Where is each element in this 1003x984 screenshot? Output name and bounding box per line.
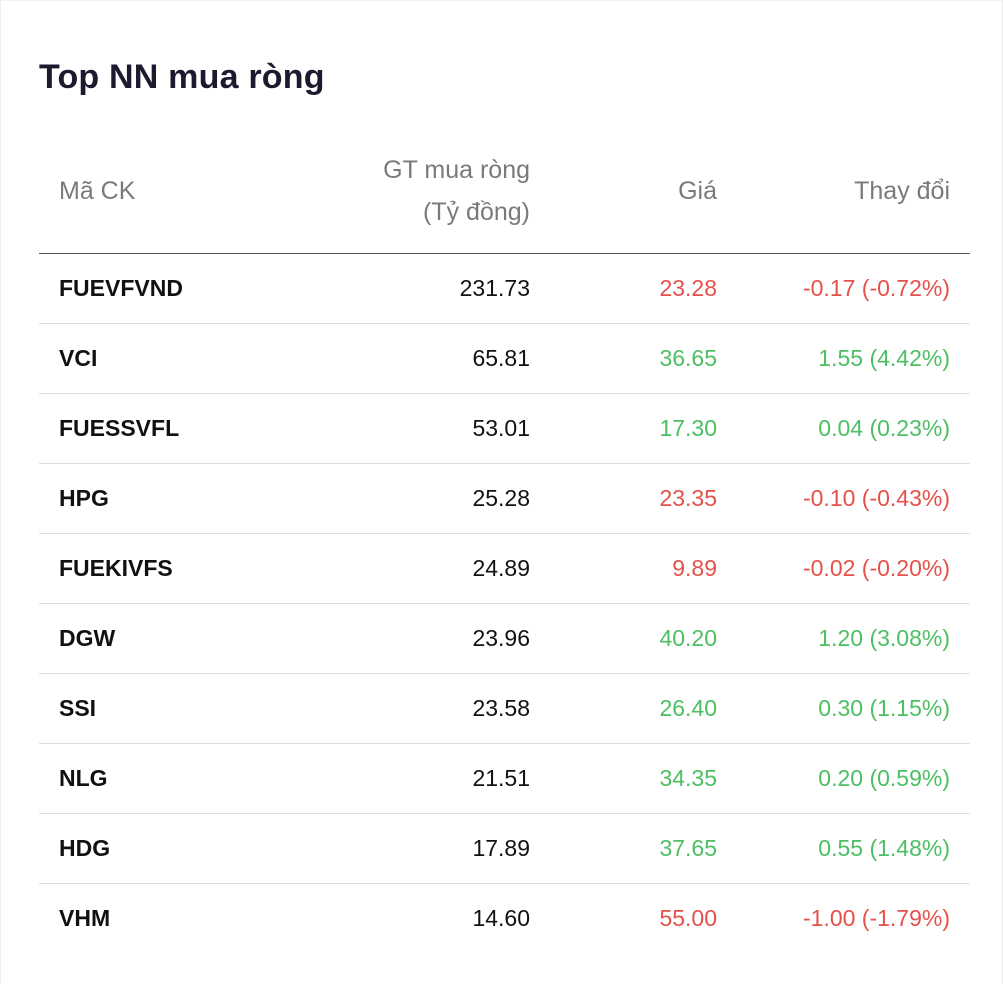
column-header-net-value-line1: GT mua ròng bbox=[383, 156, 530, 184]
table-body: FUEVFVND 231.73 23.28 -0.17 (-0.72%) VCI… bbox=[39, 254, 970, 954]
symbol-link[interactable]: HPG bbox=[59, 485, 109, 511]
table-row[interactable]: SSI 23.58 26.40 0.30 (1.15%) bbox=[39, 674, 970, 744]
symbol-link[interactable]: FUESSVFL bbox=[59, 415, 180, 441]
table-row[interactable]: FUEVFVND 231.73 23.28 -0.17 (-0.72%) bbox=[39, 254, 970, 324]
price-cell: 23.28 bbox=[659, 275, 717, 301]
table-row[interactable]: HDG 17.89 37.65 0.55 (1.48%) bbox=[39, 814, 970, 884]
net-value-cell: 21.51 bbox=[472, 765, 530, 791]
change-cell: 1.20 (3.08%) bbox=[818, 625, 950, 651]
net-value-cell: 53.01 bbox=[472, 415, 530, 441]
symbol-link[interactable]: FUEKIVFS bbox=[59, 555, 173, 581]
table-row[interactable]: DGW 23.96 40.20 1.20 (3.08%) bbox=[39, 604, 970, 674]
price-cell: 40.20 bbox=[659, 625, 717, 651]
price-cell: 17.30 bbox=[659, 415, 717, 441]
net-buy-table: Mã CK GT mua ròng (Tỷ đồng) Giá Thay đổi… bbox=[39, 141, 970, 954]
card-title: Top NN mua ròng bbox=[39, 58, 325, 96]
symbol-link[interactable]: NLG bbox=[59, 765, 108, 791]
net-value-cell: 231.73 bbox=[459, 275, 530, 301]
column-header-net-value: GT mua ròng (Tỷ đồng) bbox=[270, 149, 530, 233]
symbol-link[interactable]: VCI bbox=[59, 345, 98, 371]
table-row[interactable]: VCI 65.81 36.65 1.55 (4.42%) bbox=[39, 324, 970, 394]
change-cell: 0.55 (1.48%) bbox=[818, 835, 950, 861]
table-row[interactable]: FUEKIVFS 24.89 9.89 -0.02 (-0.20%) bbox=[39, 534, 970, 604]
table-row[interactable]: VHM 14.60 55.00 -1.00 (-1.79%) bbox=[39, 884, 970, 954]
column-header-change: Thay đổi bbox=[854, 177, 950, 205]
price-cell: 23.35 bbox=[659, 485, 717, 511]
change-cell: -0.10 (-0.43%) bbox=[802, 485, 950, 511]
symbol-link[interactable]: DGW bbox=[59, 625, 116, 651]
change-cell: -0.02 (-0.20%) bbox=[802, 555, 950, 581]
change-cell: -0.17 (-0.72%) bbox=[802, 275, 950, 301]
table-row[interactable]: HPG 25.28 23.35 -0.10 (-0.43%) bbox=[39, 464, 970, 534]
table-row[interactable]: NLG 21.51 34.35 0.20 (0.59%) bbox=[39, 744, 970, 814]
symbol-link[interactable]: SSI bbox=[59, 695, 97, 721]
change-cell: 1.55 (4.42%) bbox=[818, 345, 950, 371]
net-value-cell: 23.96 bbox=[472, 625, 530, 651]
table-header: Mã CK GT mua ròng (Tỷ đồng) Giá Thay đổi bbox=[39, 141, 970, 254]
price-cell: 26.40 bbox=[659, 695, 717, 721]
change-cell: 0.20 (0.59%) bbox=[818, 765, 950, 791]
column-header-symbol: Mã CK bbox=[59, 177, 136, 205]
price-cell: 9.89 bbox=[672, 555, 717, 581]
net-value-cell: 17.89 bbox=[472, 835, 530, 861]
price-cell: 36.65 bbox=[659, 345, 717, 371]
symbol-link[interactable]: VHM bbox=[59, 905, 111, 931]
column-header-price: Giá bbox=[678, 177, 717, 205]
change-cell: -1.00 (-1.79%) bbox=[802, 905, 950, 931]
change-cell: 0.04 (0.23%) bbox=[818, 415, 950, 441]
net-value-cell: 65.81 bbox=[472, 345, 530, 371]
net-value-cell: 24.89 bbox=[472, 555, 530, 581]
net-value-cell: 23.58 bbox=[472, 695, 530, 721]
price-cell: 55.00 bbox=[659, 905, 717, 931]
price-cell: 34.35 bbox=[659, 765, 717, 791]
symbol-link[interactable]: FUEVFVND bbox=[59, 275, 183, 301]
symbol-link[interactable]: HDG bbox=[59, 835, 111, 861]
price-cell: 37.65 bbox=[659, 835, 717, 861]
table-row[interactable]: FUESSVFL 53.01 17.30 0.04 (0.23%) bbox=[39, 394, 970, 464]
change-cell: 0.30 (1.15%) bbox=[818, 695, 950, 721]
net-value-cell: 25.28 bbox=[472, 485, 530, 511]
column-header-net-value-line2: (Tỷ đồng) bbox=[423, 198, 530, 226]
net-value-cell: 14.60 bbox=[472, 905, 530, 931]
